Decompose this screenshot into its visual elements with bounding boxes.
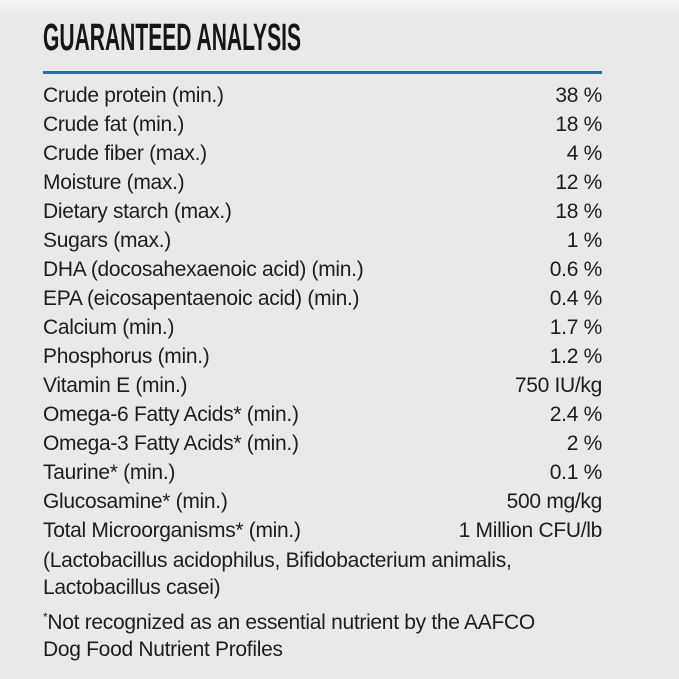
nutrient-label: Phosphorus (min.)	[43, 344, 210, 368]
nutrient-value: 1 Million CFU/lb	[458, 518, 603, 542]
nutrient-label: Taurine* (min.)	[43, 460, 176, 484]
analysis-table: Crude protein (min.) 38 % Crude fat (min…	[43, 81, 602, 545]
nutrient-label: Moisture (max.)	[43, 170, 185, 194]
species-note-line: Lactobacillus casei)	[43, 575, 221, 599]
nutrient-label: EPA (eicosapentaenoic acid) (min.)	[43, 286, 360, 310]
nutrient-label: Crude fat (min.)	[43, 112, 185, 136]
nutrient-label: Total Microorganisms* (min.)	[43, 518, 301, 542]
nutrient-label: Sugars (max.)	[43, 228, 171, 252]
footnote-text: Not recognized as an essential nutrient …	[47, 610, 535, 634]
nutrient-value: 750 IU/kg	[514, 373, 602, 397]
nutrient-value: 2.4 %	[549, 402, 603, 426]
analysis-row: Glucosamine* (min.) 500 mg/kg	[43, 487, 602, 516]
nutrient-value: 38 %	[555, 83, 602, 107]
nutrient-value: 2 %	[566, 431, 603, 455]
analysis-row: Sugars (max.) 1 %	[43, 226, 602, 255]
footnote-line-2: Dog Food Nutrient Profiles	[43, 637, 283, 661]
analysis-row: Crude fat (min.) 18 %	[43, 110, 602, 139]
nutrient-value: 1.2 %	[549, 344, 603, 368]
analysis-row: Omega-3 Fatty Acids* (min.) 2 %	[43, 429, 602, 458]
analysis-row: DHA (docosahexaenoic acid) (min.) 0.6 %	[43, 255, 602, 284]
analysis-row: Omega-6 Fatty Acids* (min.) 2.4 %	[43, 400, 602, 429]
nutrient-value: 0.1 %	[549, 460, 603, 484]
analysis-row: Moisture (max.) 12 %	[43, 168, 602, 197]
nutrient-value: 0.4 %	[549, 286, 603, 310]
page-title: GUARANTEED ANALYSIS	[43, 17, 301, 59]
analysis-row: EPA (eicosapentaenoic acid) (min.) 0.4 %	[43, 284, 602, 313]
nutrient-label: Crude fiber (max.)	[43, 141, 207, 165]
analysis-row: Taurine* (min.) 0.1 %	[43, 458, 602, 487]
analysis-row: Total Microorganisms* (min.) 1 Million C…	[43, 516, 602, 545]
asterisk-marker: *	[43, 609, 48, 624]
nutrient-value: 4 %	[566, 141, 603, 165]
nutrient-label: Omega-3 Fatty Acids* (min.)	[43, 431, 299, 455]
nutrient-value: 500 mg/kg	[506, 489, 603, 513]
analysis-row: Phosphorus (min.) 1.2 %	[43, 342, 602, 371]
nutrient-value: 18 %	[555, 112, 602, 136]
footnote: *Not recognized as an essential nutrient…	[43, 609, 602, 663]
title-underline	[43, 71, 602, 74]
microorganism-species-note: (Lactobacillus acidophilus, Bifidobacter…	[43, 547, 602, 601]
analysis-row: Dietary starch (max.) 18 %	[43, 197, 602, 226]
nutrient-label: Dietary starch (max.)	[43, 199, 232, 223]
nutrient-label: Glucosamine* (min.)	[43, 489, 228, 513]
nutrient-label: Calcium (min.)	[43, 315, 175, 339]
nutrient-value: 0.6 %	[549, 257, 603, 281]
nutrient-label: DHA (docosahexaenoic acid) (min.)	[43, 257, 364, 281]
footnote-line-1: *Not recognized as an essential nutrient…	[43, 609, 602, 636]
analysis-row: Vitamin E (min.) 750 IU/kg	[43, 371, 602, 400]
nutrient-value: 1.7 %	[549, 315, 603, 339]
page-title-text: GUARANTEED ANALYSIS	[43, 17, 301, 59]
analysis-row: Calcium (min.) 1.7 %	[43, 313, 602, 342]
nutrient-value: 12 %	[555, 170, 602, 194]
species-note-line: (Lactobacillus acidophilus, Bifidobacter…	[43, 548, 512, 572]
nutrient-label: Omega-6 Fatty Acids* (min.)	[43, 402, 299, 426]
nutrient-value: 18 %	[555, 199, 602, 223]
nutrient-label: Crude protein (min.)	[43, 83, 224, 107]
analysis-row: Crude protein (min.) 38 %	[43, 81, 602, 110]
nutrient-label: Vitamin E (min.)	[43, 373, 188, 397]
nutrient-value: 1 %	[566, 228, 603, 252]
analysis-row: Crude fiber (max.) 4 %	[43, 139, 602, 168]
